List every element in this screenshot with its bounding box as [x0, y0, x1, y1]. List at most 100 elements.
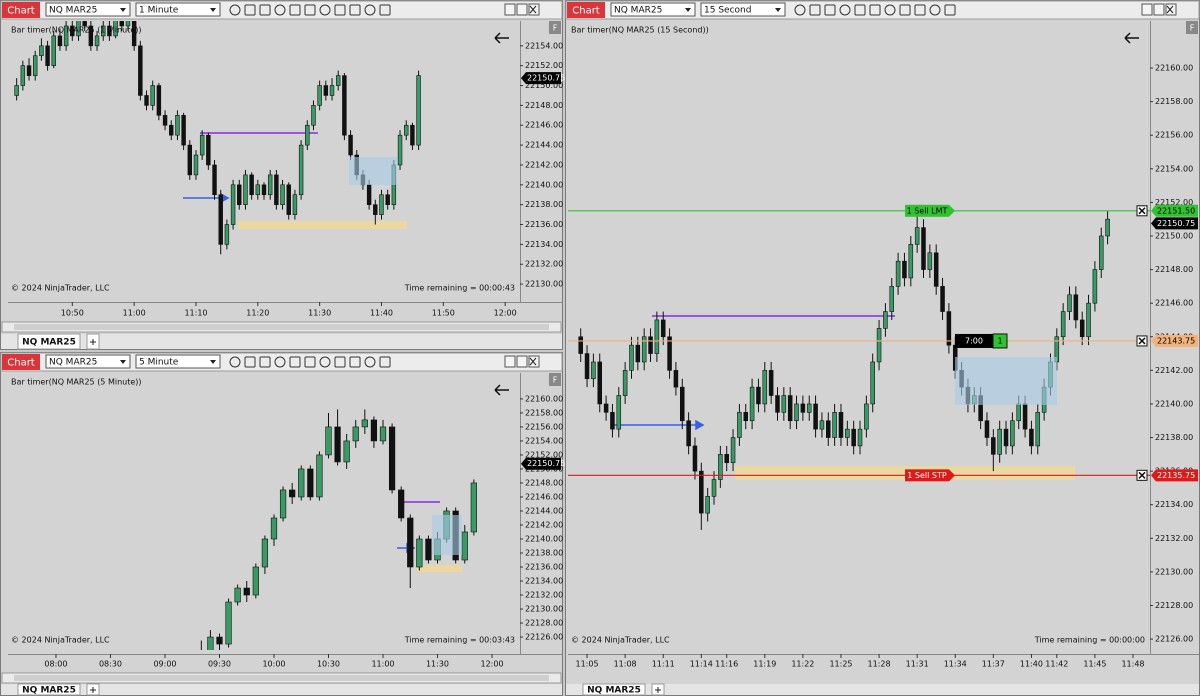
toolbar-icon[interactable] — [929, 4, 941, 16]
toolbar-icon[interactable] — [304, 4, 316, 16]
chart-button-label: Chart — [7, 358, 35, 369]
candle-body — [794, 403, 799, 422]
toolbar-icon[interactable] — [319, 356, 331, 368]
candle-body — [274, 174, 279, 205]
x-tick-label: 11:16 — [715, 660, 738, 669]
candle-body — [63, 25, 69, 47]
interval-dropdown[interactable] — [135, 354, 221, 369]
toolbar-icon[interactable] — [334, 356, 346, 368]
chart-title: Bar timer(NQ MAR25 (5 Minute)) — [11, 378, 142, 387]
candle-body — [1105, 218, 1110, 237]
instrument-dropdown[interactable] — [610, 2, 696, 17]
instrument-dropdown[interactable] — [45, 354, 131, 369]
toolbar-icon[interactable] — [304, 356, 316, 368]
candle-body — [379, 194, 384, 215]
interval-dropdown[interactable] — [700, 2, 786, 17]
dropdown-arrow — [210, 360, 216, 364]
toolbar-icon[interactable] — [794, 4, 806, 16]
scrollbar-thumb[interactable] — [14, 675, 549, 681]
x-tick-label: 11:45 — [1083, 660, 1106, 669]
tab-bar — [1, 684, 562, 695]
window-close-button[interactable] — [528, 355, 540, 368]
toolbar-icon[interactable] — [274, 356, 286, 368]
back-arrow[interactable] — [494, 32, 509, 44]
toolbar-icon[interactable] — [379, 356, 391, 368]
f-button[interactable] — [549, 373, 561, 386]
toolbar-icon[interactable] — [289, 356, 301, 368]
candle-body — [641, 336, 647, 363]
tab-bar — [1, 334, 562, 349]
toolbar-icon[interactable] — [259, 356, 271, 368]
candle-body — [781, 395, 787, 413]
chart-button[interactable] — [2, 354, 40, 370]
toolbar-icon[interactable] — [244, 356, 256, 368]
window-max-button[interactable] — [516, 355, 528, 368]
toolbar-icon[interactable] — [884, 4, 896, 16]
candle-body — [832, 412, 837, 438]
toolbar-icon[interactable] — [899, 4, 911, 16]
candle-body — [206, 134, 211, 166]
toolbar-icon[interactable] — [809, 4, 821, 16]
toolbar-icon[interactable] — [319, 4, 331, 16]
toolbar-icon[interactable] — [349, 356, 361, 368]
y-tick-label: 22136.00 — [525, 563, 563, 572]
window-min-button[interactable] — [504, 3, 516, 16]
order-tag-box[interactable] — [905, 204, 949, 217]
candle-body — [207, 636, 214, 650]
window-max-button[interactable] — [516, 3, 528, 16]
toolbar-icon[interactable] — [854, 4, 866, 16]
tab[interactable] — [17, 683, 81, 696]
order-tag-box[interactable] — [992, 333, 1008, 349]
window-close-button[interactable] — [1165, 3, 1177, 16]
toolbar-icon[interactable] — [869, 4, 881, 16]
toolbar-icon[interactable] — [824, 4, 836, 16]
candle-body — [940, 286, 945, 312]
window-close-button[interactable] — [528, 3, 540, 16]
chart-button[interactable] — [2, 2, 40, 18]
x-tick-label: 11:34 — [944, 660, 967, 669]
y-tick-label: 22146.00 — [525, 121, 563, 130]
candle-body — [144, 95, 149, 106]
toolbar-icon[interactable] — [334, 4, 346, 16]
x-tick-label: 12:00 — [480, 660, 503, 669]
y-tick-label: 22154.00 — [525, 436, 563, 445]
window-min-button[interactable] — [504, 355, 516, 368]
candle-body — [316, 454, 323, 498]
back-arrow[interactable] — [494, 384, 509, 396]
toolbar-icon[interactable] — [379, 4, 391, 16]
window-max-button[interactable] — [1153, 3, 1165, 16]
toolbar-icon[interactable] — [229, 4, 241, 16]
chart-button[interactable] — [567, 2, 605, 18]
toolbar-icon[interactable] — [259, 4, 271, 16]
toolbar-icon[interactable] — [244, 4, 256, 16]
instrument-dropdown[interactable] — [45, 2, 131, 17]
candle-body — [286, 184, 291, 215]
candle-body — [597, 361, 603, 405]
interval-label: 5 Minute — [139, 358, 179, 368]
toolbar-icon[interactable] — [364, 356, 376, 368]
scrollbar-thumb[interactable] — [14, 324, 549, 330]
x-tick-label: 11:19 — [753, 660, 776, 669]
toolbar-icon[interactable] — [274, 4, 286, 16]
window-min-button[interactable] — [1141, 3, 1153, 16]
toolbar-icon[interactable] — [289, 4, 301, 16]
toolbar-icon[interactable] — [364, 4, 376, 16]
order-cancel-icon — [1138, 207, 1146, 215]
candle-body — [895, 260, 901, 287]
tab[interactable] — [17, 333, 81, 350]
f-button[interactable] — [1186, 21, 1198, 34]
y-tick-label: 22132.00 — [525, 260, 563, 269]
toolbar-icon[interactable] — [914, 4, 926, 16]
candle-body — [125, 21, 131, 27]
y-tick-label: 22160.00 — [525, 394, 563, 403]
f-button[interactable] — [549, 21, 561, 34]
toolbar-icon[interactable] — [944, 4, 956, 16]
interval-dropdown[interactable] — [135, 2, 221, 17]
toolbar-icon[interactable] — [349, 4, 361, 16]
toolbar-icon[interactable] — [839, 4, 851, 16]
candle-body — [876, 328, 882, 363]
tab[interactable] — [582, 683, 646, 696]
order-tag-box[interactable] — [905, 469, 949, 482]
toolbar-icon[interactable] — [229, 356, 241, 368]
back-arrow[interactable] — [1124, 32, 1139, 44]
